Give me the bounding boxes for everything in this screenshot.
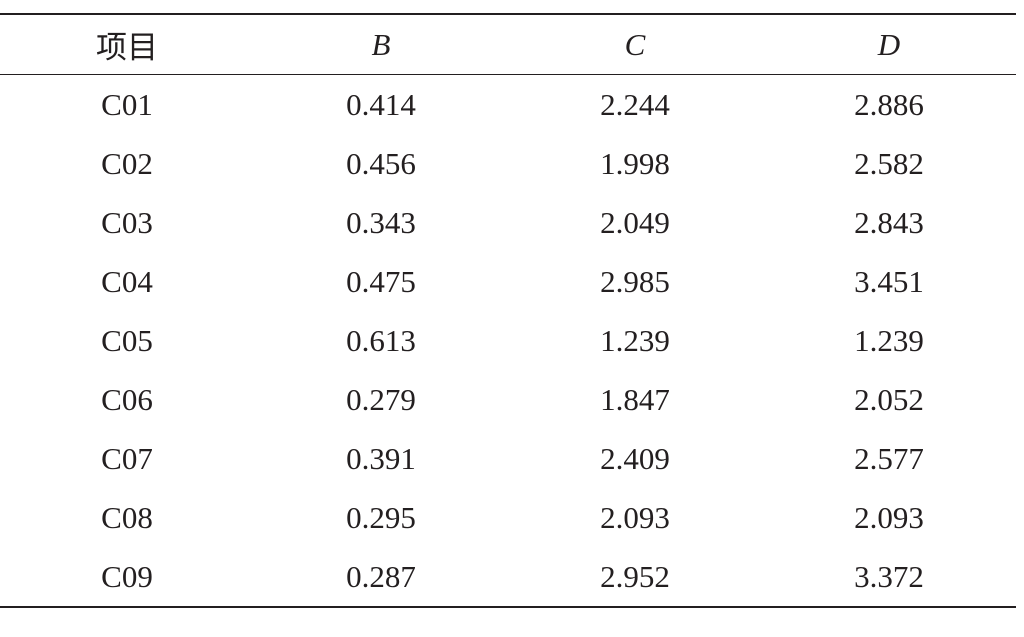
value-cell: 0.279 — [346, 381, 416, 417]
row-label: C09 — [101, 558, 153, 594]
row-label: C05 — [101, 322, 153, 358]
value-cell: 2.052 — [854, 381, 924, 417]
row-label: C08 — [101, 499, 153, 535]
table-row: C04 0.475 2.985 3.451 — [0, 252, 1016, 311]
value-cell: 2.985 — [600, 263, 670, 299]
row-label: C02 — [101, 145, 153, 181]
value-cell: 1.239 — [600, 322, 670, 358]
row-label: C06 — [101, 381, 153, 417]
value-cell: 1.998 — [600, 145, 670, 181]
value-cell: 2.409 — [600, 440, 670, 476]
value-cell: 2.049 — [600, 204, 670, 240]
value-cell: 0.456 — [346, 145, 416, 181]
table-row: C09 0.287 2.952 3.372 — [0, 547, 1016, 607]
header-cell: D — [877, 26, 901, 62]
value-cell: 2.093 — [854, 499, 924, 535]
table-header: 项目 B C D — [0, 14, 1016, 75]
table-row: C08 0.295 2.093 2.093 — [0, 488, 1016, 547]
table-body: C01 0.414 2.244 2.886 C02 0.456 1.998 2.582 C03 0… — [0, 75, 1016, 608]
value-cell: 2.952 — [600, 558, 670, 594]
value-cell: 3.372 — [854, 558, 924, 594]
header-cell: C — [624, 26, 646, 62]
value-cell: 3.451 — [854, 263, 924, 299]
value-cell: 0.391 — [346, 440, 416, 476]
table-row: C07 0.391 2.409 2.577 — [0, 429, 1016, 488]
value-cell: 0.475 — [346, 263, 416, 299]
row-label: C03 — [101, 204, 153, 240]
value-cell: 2.577 — [854, 440, 924, 476]
header-cell: 项目 — [96, 30, 158, 65]
value-cell: 2.093 — [600, 499, 670, 535]
table-row: C05 0.613 1.239 1.239 — [0, 311, 1016, 370]
value-cell: 2.244 — [600, 86, 670, 122]
table-row: C01 0.414 2.244 2.886 — [0, 75, 1016, 135]
value-cell: 0.613 — [346, 322, 416, 358]
value-cell: 1.847 — [600, 381, 670, 417]
row-label: C01 — [101, 86, 153, 122]
value-cell: 0.287 — [346, 558, 416, 594]
value-cell: 0.343 — [346, 204, 416, 240]
data-table: 项目 B C D C01 0.414 2.244 2.886 C02 0.456 1.998 2.5… — [0, 13, 1016, 608]
table-row: C02 0.456 1.998 2.582 — [0, 134, 1016, 193]
header-cell: B — [371, 26, 391, 62]
value-cell: 0.414 — [346, 86, 416, 122]
value-cell: 2.886 — [854, 86, 924, 122]
table-row: C03 0.343 2.049 2.843 — [0, 193, 1016, 252]
row-label: C04 — [101, 263, 153, 299]
value-cell: 1.239 — [854, 322, 924, 358]
table-row: C06 0.279 1.847 2.052 — [0, 370, 1016, 429]
value-cell: 2.843 — [854, 204, 924, 240]
header-row: 项目 B C D — [0, 14, 1016, 75]
row-label: C07 — [101, 440, 153, 476]
value-cell: 0.295 — [346, 499, 416, 535]
value-cell: 2.582 — [854, 145, 924, 181]
